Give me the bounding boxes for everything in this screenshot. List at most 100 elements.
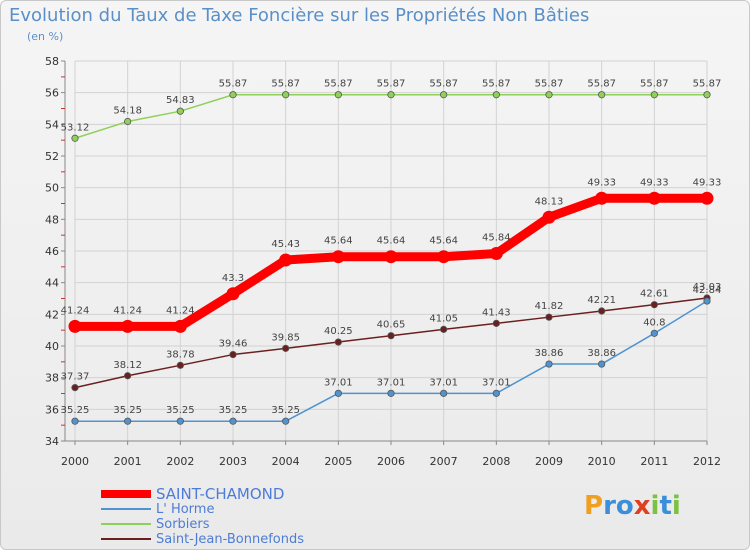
legend-label: SAINT-CHAMOND: [156, 485, 285, 503]
data-label-layer: 41.24 41.24 41.24 43.3 45.43 45.64 45.64 45.64 4…: [61, 79, 722, 416]
x-tick-label: 2009: [535, 455, 563, 468]
data-label: 37.37: [61, 372, 90, 383]
data-point: [331, 250, 345, 264]
data-point: [384, 250, 398, 264]
proxiti-logo: Proxiti: [584, 491, 681, 521]
data-label: 55.87: [693, 79, 722, 90]
data-point: [68, 319, 82, 333]
data-label: 45.64: [324, 236, 353, 247]
y-tick-label: 42: [45, 308, 59, 321]
data-point: [700, 191, 714, 205]
data-label: 38.12: [113, 360, 142, 371]
data-point: [334, 91, 342, 99]
data-point: [229, 350, 237, 359]
data-point: [647, 191, 661, 205]
data-point: [545, 360, 553, 368]
data-point: [282, 344, 290, 352]
x-tick-label: 2008: [482, 455, 510, 468]
data-label: 53.12: [61, 122, 90, 133]
data-label: 45.64: [377, 236, 406, 247]
x-tick-label: 2003: [219, 455, 247, 468]
x-tick-label: 2002: [166, 455, 194, 468]
data-label: 35.25: [166, 405, 195, 416]
logo-letter: P: [584, 491, 604, 521]
data-label: 55.87: [271, 79, 300, 90]
y-tick-label: 58: [45, 55, 59, 68]
data-label: 37.01: [429, 377, 458, 388]
data-label: 55.87: [640, 79, 669, 90]
legend-swatch: [101, 538, 151, 540]
data-point: [173, 319, 187, 333]
data-point: [121, 319, 135, 333]
data-point: [598, 307, 606, 315]
data-point: [492, 319, 500, 327]
y-tick-label: 54: [45, 118, 59, 131]
data-label: 55.87: [587, 79, 616, 90]
data-label: 45.43: [271, 239, 300, 250]
data-point: [492, 389, 500, 397]
y-tick-label: 50: [45, 182, 59, 195]
data-point: [176, 417, 184, 425]
data-label: 49.33: [640, 177, 669, 188]
data-label: 35.25: [271, 405, 300, 416]
y-tick-label: 44: [45, 277, 59, 290]
x-tick-label: 2005: [324, 455, 352, 468]
data-label: 37.01: [482, 377, 511, 388]
chart-plot: 34 36 38 40 42 44 46 48 50 52 54 56 58 2000 2001 2002 20…: [45, 55, 722, 468]
logo-letter: i: [650, 491, 660, 521]
data-label: 35.25: [219, 405, 248, 416]
data-label: 39.46: [219, 339, 248, 350]
data-label: 40.65: [377, 320, 406, 331]
data-point: [437, 250, 451, 264]
x-tick-label: 2006: [377, 455, 405, 468]
data-label: 40.8: [643, 317, 665, 328]
logo-letter: o: [615, 491, 634, 521]
data-label: 43.03: [693, 282, 722, 293]
data-point: [440, 91, 448, 99]
data-point: [176, 107, 184, 115]
x-tick-label: 2012: [693, 455, 721, 468]
series-layer: [68, 91, 714, 425]
data-point: [387, 332, 395, 340]
data-label: 55.87: [324, 79, 353, 90]
data-label: 55.87: [429, 79, 458, 90]
data-point: [387, 91, 395, 99]
data-label: 49.33: [693, 177, 722, 188]
data-label: 55.87: [535, 79, 564, 90]
data-point: [492, 91, 500, 99]
data-point: [650, 329, 658, 337]
data-point: [71, 384, 79, 392]
data-point: [440, 389, 448, 397]
x-tick-label: 2004: [272, 455, 300, 468]
logo-letter: i: [671, 491, 681, 521]
y-tick-label: 36: [45, 403, 59, 416]
data-point: [703, 297, 711, 305]
data-point: [282, 91, 290, 99]
y-tick-label: 34: [45, 435, 59, 448]
data-point: [229, 91, 237, 99]
data-label: 37.01: [324, 377, 353, 388]
data-point: [545, 91, 553, 99]
data-label: 39.85: [271, 332, 300, 343]
data-label: 55.87: [482, 79, 511, 90]
y-tick-label: 46: [45, 245, 59, 258]
data-point: [598, 360, 606, 368]
chart-title: Evolution du Taux de Taxe Foncière sur l…: [9, 5, 590, 26]
data-label: 41.43: [482, 307, 511, 318]
y-tick-label: 56: [45, 87, 59, 100]
data-point: [545, 313, 553, 321]
data-point: [334, 338, 342, 346]
axis-layer: 34 36 38 40 42 44 46 48 50 52 54 56 58 2000 2001 2002 20…: [45, 55, 721, 468]
data-point: [229, 417, 237, 425]
data-label: 45.84: [482, 233, 511, 244]
data-label: 45.64: [429, 236, 458, 247]
legend-swatch: [101, 508, 151, 510]
legend-swatch: [101, 523, 151, 525]
data-point: [282, 417, 290, 425]
data-point: [124, 117, 132, 126]
y-tick-label: 52: [45, 150, 59, 163]
y-tick-label: 48: [45, 213, 59, 226]
logo-letter: x: [633, 491, 651, 521]
data-point: [71, 134, 79, 142]
data-label: 54.18: [113, 105, 142, 116]
